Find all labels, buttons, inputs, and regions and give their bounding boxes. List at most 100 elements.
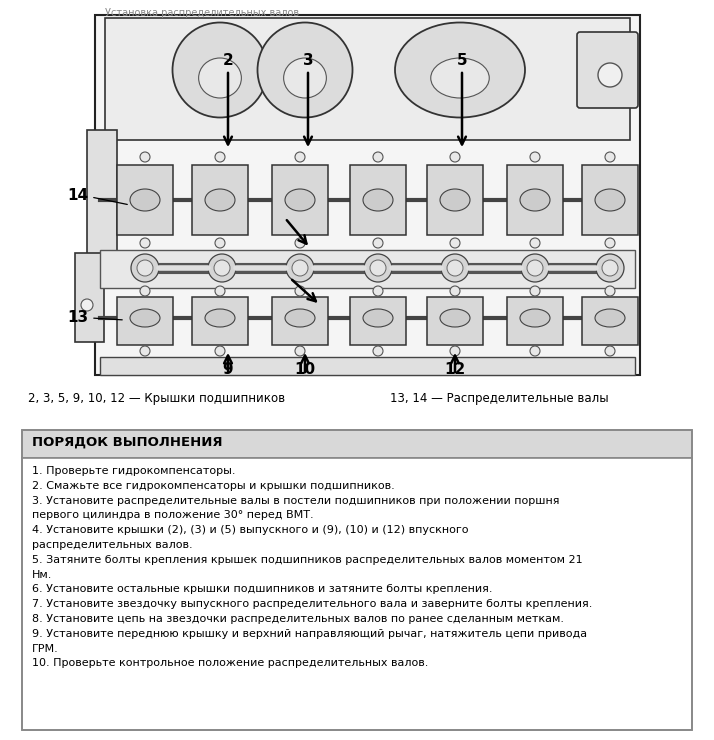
FancyBboxPatch shape <box>22 458 692 730</box>
FancyBboxPatch shape <box>427 297 483 345</box>
Circle shape <box>295 346 305 356</box>
Circle shape <box>530 286 540 296</box>
Circle shape <box>286 254 314 282</box>
FancyBboxPatch shape <box>582 165 638 235</box>
FancyBboxPatch shape <box>117 165 173 235</box>
Circle shape <box>131 254 159 282</box>
Circle shape <box>602 260 618 276</box>
Text: 9: 9 <box>223 362 233 377</box>
Ellipse shape <box>285 309 315 327</box>
Text: ПОРЯДОК ВЫПОЛНЕНИЯ: ПОРЯДОК ВЫПОЛНЕНИЯ <box>32 436 223 449</box>
Ellipse shape <box>595 309 625 327</box>
Circle shape <box>447 260 463 276</box>
Circle shape <box>450 346 460 356</box>
Ellipse shape <box>440 189 470 211</box>
Circle shape <box>140 286 150 296</box>
Circle shape <box>208 254 236 282</box>
Text: ГРМ.: ГРМ. <box>32 644 59 653</box>
FancyBboxPatch shape <box>582 297 638 345</box>
Text: Нм.: Нм. <box>32 570 52 579</box>
FancyBboxPatch shape <box>507 297 563 345</box>
Ellipse shape <box>285 189 315 211</box>
Ellipse shape <box>395 22 525 118</box>
Ellipse shape <box>198 58 241 98</box>
Circle shape <box>214 260 230 276</box>
Circle shape <box>441 254 469 282</box>
Circle shape <box>450 286 460 296</box>
FancyBboxPatch shape <box>117 297 173 345</box>
Circle shape <box>521 254 549 282</box>
Ellipse shape <box>595 189 625 211</box>
Ellipse shape <box>520 189 550 211</box>
Text: 13: 13 <box>67 311 88 326</box>
Circle shape <box>140 238 150 248</box>
Circle shape <box>364 254 392 282</box>
Text: 8. Установите цепь на звездочки распределительных валов по ранее сделанным метка: 8. Установите цепь на звездочки распреде… <box>32 614 564 624</box>
FancyBboxPatch shape <box>507 165 563 235</box>
FancyBboxPatch shape <box>100 250 635 288</box>
Text: 3. Установите распределительные валы в постели подшипников при положении поршня: 3. Установите распределительные валы в п… <box>32 496 560 505</box>
Text: первого цилиндра в положение 30° перед ВМТ.: первого цилиндра в положение 30° перед В… <box>32 511 313 520</box>
Circle shape <box>215 238 225 248</box>
Text: 10: 10 <box>294 362 316 377</box>
FancyBboxPatch shape <box>105 18 630 140</box>
Text: 4. Установите крышки (2), (3) и (5) выпускного и (9), (10) и (12) впускного: 4. Установите крышки (2), (3) и (5) выпу… <box>32 525 468 535</box>
FancyBboxPatch shape <box>22 430 692 458</box>
Circle shape <box>605 286 615 296</box>
Circle shape <box>295 152 305 162</box>
Ellipse shape <box>130 309 160 327</box>
Circle shape <box>215 286 225 296</box>
Circle shape <box>530 238 540 248</box>
FancyBboxPatch shape <box>95 15 640 375</box>
FancyBboxPatch shape <box>272 165 328 235</box>
Ellipse shape <box>520 309 550 327</box>
Circle shape <box>605 238 615 248</box>
Circle shape <box>373 152 383 162</box>
Circle shape <box>530 346 540 356</box>
Ellipse shape <box>130 189 160 211</box>
FancyBboxPatch shape <box>427 165 483 235</box>
Text: 5: 5 <box>457 53 467 68</box>
Circle shape <box>370 260 386 276</box>
Circle shape <box>373 238 383 248</box>
FancyBboxPatch shape <box>577 32 638 108</box>
Ellipse shape <box>363 309 393 327</box>
Text: 7. Установите звездочку выпускного распределительного вала и заверните болты кре: 7. Установите звездочку выпускного распр… <box>32 599 593 609</box>
Circle shape <box>598 63 622 87</box>
Text: 2. Смажьте все гидрокомпенсаторы и крышки подшипников.: 2. Смажьте все гидрокомпенсаторы и крышк… <box>32 481 395 491</box>
Circle shape <box>292 260 308 276</box>
Ellipse shape <box>283 58 326 98</box>
Ellipse shape <box>258 22 353 118</box>
Circle shape <box>527 260 543 276</box>
Ellipse shape <box>173 22 268 118</box>
Circle shape <box>530 152 540 162</box>
Text: 14: 14 <box>67 187 88 203</box>
Circle shape <box>605 346 615 356</box>
Text: распределительных валов.: распределительных валов. <box>32 540 193 550</box>
Circle shape <box>373 286 383 296</box>
Ellipse shape <box>205 309 235 327</box>
Circle shape <box>605 152 615 162</box>
Circle shape <box>140 346 150 356</box>
Circle shape <box>295 238 305 248</box>
FancyBboxPatch shape <box>87 130 117 270</box>
Text: 5. Затяните болты крепления крышек подшипников распределительных валов моментом : 5. Затяните болты крепления крышек подши… <box>32 555 583 565</box>
Circle shape <box>450 152 460 162</box>
Text: 13, 14 — Распределительные валы: 13, 14 — Распределительные валы <box>390 392 608 405</box>
Text: 2, 3, 5, 9, 10, 12 — Крышки подшипников: 2, 3, 5, 9, 10, 12 — Крышки подшипников <box>28 392 285 405</box>
Ellipse shape <box>363 189 393 211</box>
Text: 10. Проверьте контрольное положение распределительных валов.: 10. Проверьте контрольное положение расп… <box>32 659 428 668</box>
FancyBboxPatch shape <box>272 297 328 345</box>
Circle shape <box>215 346 225 356</box>
Circle shape <box>596 254 624 282</box>
FancyBboxPatch shape <box>192 297 248 345</box>
Text: 3: 3 <box>303 53 313 68</box>
Text: Установка распределительных валов: Установка распределительных валов <box>105 8 299 18</box>
Text: 9. Установите переднюю крышку и верхний направляющий рычаг, натяжитель цепи прив: 9. Установите переднюю крышку и верхний … <box>32 629 587 639</box>
Text: 6. Установите остальные крышки подшипников и затяните болты крепления.: 6. Установите остальные крышки подшипник… <box>32 585 493 594</box>
Text: 12: 12 <box>444 362 466 377</box>
FancyBboxPatch shape <box>75 253 104 342</box>
Circle shape <box>81 299 93 311</box>
Ellipse shape <box>440 309 470 327</box>
Circle shape <box>373 346 383 356</box>
